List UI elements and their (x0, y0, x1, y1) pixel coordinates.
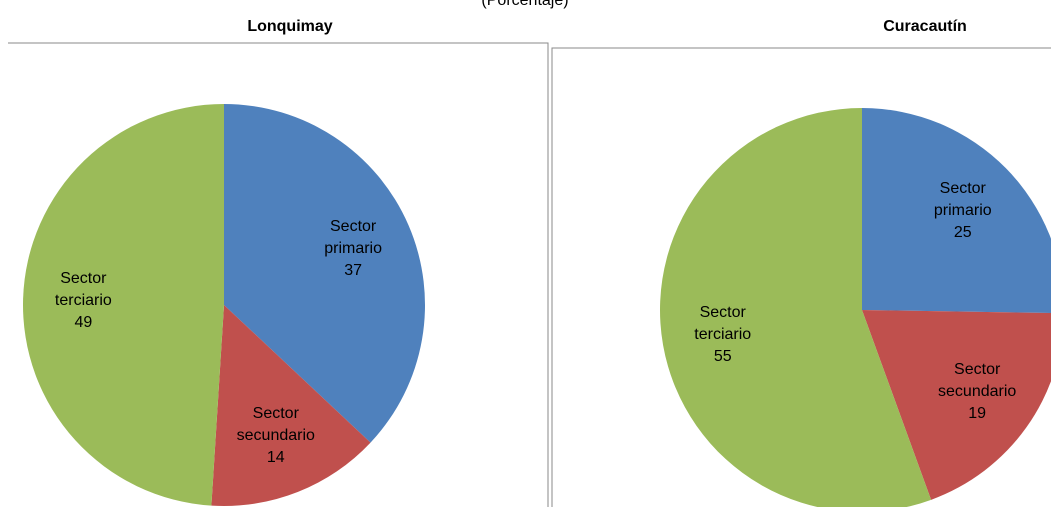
category-label: Sector terciario (54, 269, 112, 309)
value-label: 25 (953, 223, 972, 241)
chart-title: Curacautín (883, 18, 967, 35)
category-label: Sector secundario (236, 404, 315, 444)
value-label: 14 (266, 448, 285, 466)
category-label: Sector terciario (694, 303, 752, 343)
slice-label: Sector secundario 19 (929, 359, 1025, 425)
slice-label: Sector primario 37 (305, 216, 401, 282)
category-label: Sector primario (933, 179, 992, 219)
slice-label: Sector terciario 49 (35, 268, 131, 334)
panel-border (551, 47, 1051, 507)
panel-border (8, 42, 549, 507)
pie-slice (862, 108, 1051, 313)
pie-slice (23, 104, 224, 506)
slice-label: Sector primario 25 (915, 178, 1011, 244)
slice-label: Sector secundario 14 (228, 403, 324, 469)
pie-slice (224, 104, 425, 443)
heading: (Porcentaje) (481, 0, 569, 9)
pie-slice (862, 310, 1051, 500)
chart-title: Lonquimay (247, 18, 333, 35)
pie-slice (211, 305, 371, 506)
category-label: Sector secundario (938, 361, 1017, 401)
value-label: 55 (713, 347, 732, 365)
pie-slice (660, 108, 932, 507)
category-label: Sector primario (324, 218, 383, 258)
value-label: 49 (74, 313, 93, 331)
value-label: 37 (344, 262, 363, 280)
slice-label: Sector terciario 55 (675, 302, 771, 368)
value-label: 19 (968, 405, 987, 423)
